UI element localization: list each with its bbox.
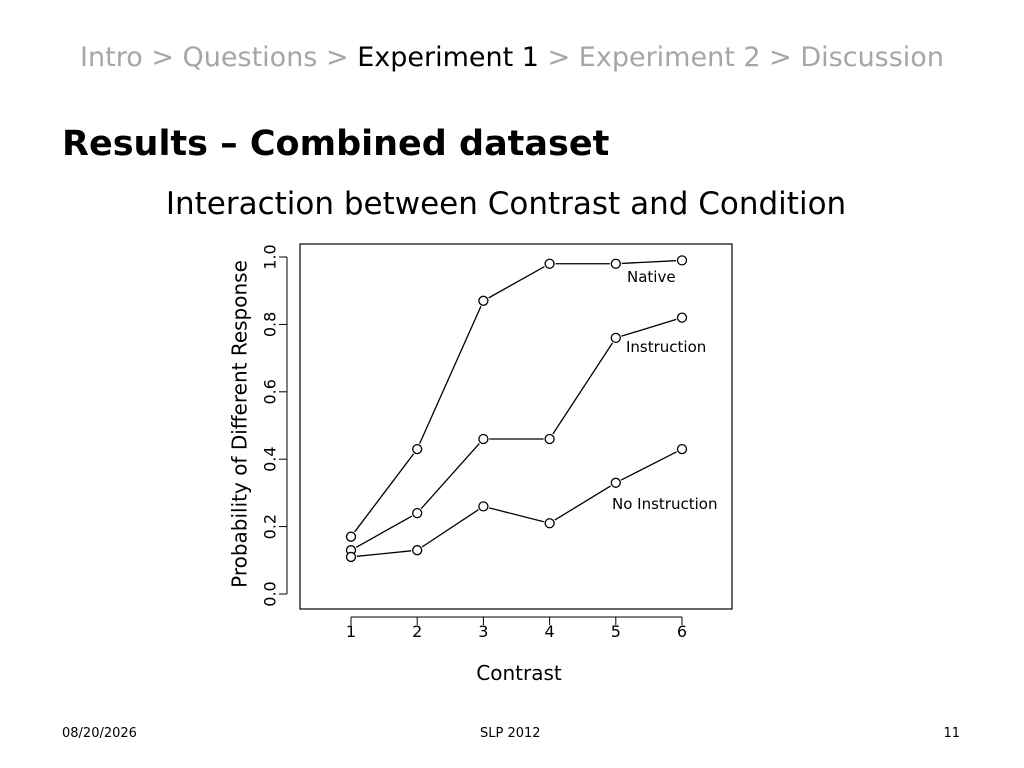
x-axis-title: Contrast [476,661,562,685]
series-segment-no-instruction [554,485,612,521]
y-axis-title: Probability of Different Response [228,260,252,588]
x-tick-label: 6 [677,622,687,641]
series-segment-no-instruction [356,550,412,557]
data-point-instruction [610,332,621,344]
data-point-instruction [412,507,423,519]
data-point-no-instruction [676,443,688,455]
series-segment-native [488,266,545,299]
series-segment-no-instruction [620,451,677,481]
x-tick-label: 1 [346,622,356,641]
footer-conference: SLP 2012 [480,726,541,741]
breadcrumb-separator: > [151,42,174,73]
footer-page-number: 11 [943,726,960,741]
data-point-instruction [478,433,489,445]
y-tick-label: 0.0 [261,581,280,606]
breadcrumb-item-intro[interactable]: Intro [80,42,143,73]
x-tick-label: 5 [611,622,621,641]
series-label-instruction: Instruction [626,338,706,356]
slide-title: Results – Combined dataset [62,124,610,164]
y-tick-label: 1.0 [261,244,280,269]
y-tick-label: 0.4 [261,446,280,471]
data-point-no-instruction [610,477,621,488]
series-label-native: Native [627,268,676,286]
x-tick-label: 3 [478,622,488,641]
plot-frame [299,243,733,610]
series-segment-native [621,260,677,265]
series-segment-instruction [621,318,677,337]
data-point-no-instruction [345,551,357,563]
y-tick-label: 0.6 [261,379,280,404]
data-point-native [412,443,423,455]
series-segment-no-instruction [489,507,544,523]
slide-subtitle: Interaction between Contrast and Conditi… [165,186,847,222]
breadcrumb-item-discussion[interactable]: Discussion [800,42,944,73]
breadcrumb-separator: > [547,42,571,73]
breadcrumb-separator: > [769,42,792,73]
series-segment-instruction [552,342,614,435]
breadcrumb-separator: > [325,42,349,73]
x-tick-label: 2 [412,622,422,641]
data-point-native [610,258,621,269]
breadcrumb-item-experiment-2[interactable]: Experiment 2 [578,42,761,73]
data-point-no-instruction [544,518,555,529]
series-segment-no-instruction [421,509,479,548]
data-point-native [345,531,357,542]
data-point-instruction [676,312,688,323]
series-segment-native [419,306,482,444]
y-tick-label: 0.8 [261,312,280,337]
data-point-instruction [544,433,555,445]
series-segment-instruction [355,515,413,548]
data-point-no-instruction [478,501,489,512]
data-point-native [676,255,688,266]
footer-date: 08/20/2026 [62,726,137,741]
y-tick-label: 0.2 [261,514,280,539]
series-segment-instruction [420,443,480,510]
series-segment-native [354,453,415,533]
data-point-no-instruction [412,545,423,556]
breadcrumb-item-experiment-1[interactable]: Experiment 1 [357,42,539,73]
x-tick-label: 4 [545,622,555,641]
series-label-no-instruction: No Instruction [612,495,717,513]
data-point-native [478,295,489,306]
breadcrumb: Intro > Questions > Experiment 1 > Exper… [0,42,1024,73]
breadcrumb-item-questions[interactable]: Questions [182,42,318,73]
data-point-native [544,258,555,269]
